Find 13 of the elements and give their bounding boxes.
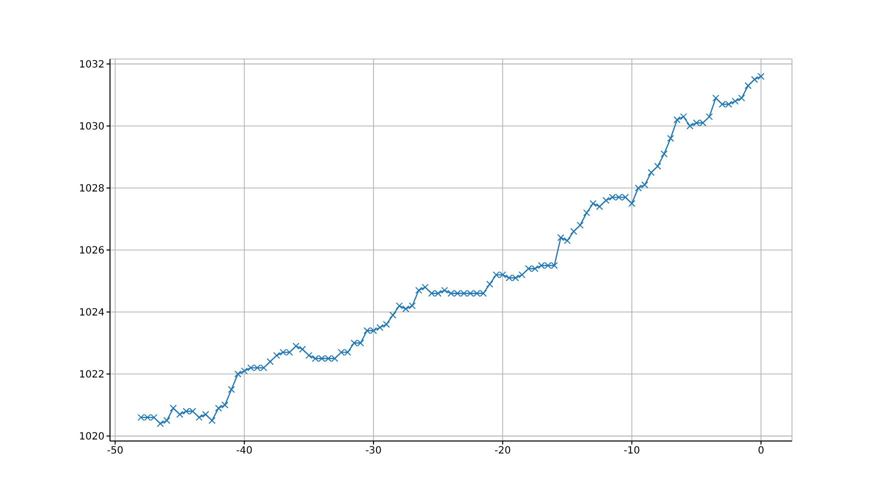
x-tick-label: -10	[624, 446, 640, 457]
y-tick-label: 1028	[79, 184, 104, 195]
x-tick-label: -40	[236, 446, 253, 457]
y-tick-label: 1026	[79, 246, 104, 257]
y-tick-label: 1030	[79, 122, 104, 133]
x-tick-label: -50	[106, 446, 124, 457]
x-tick-label: -30	[365, 446, 382, 457]
x-tick-label: -20	[494, 446, 511, 457]
y-tick-label: 1024	[79, 308, 104, 319]
y-tick-label: 1022	[79, 370, 104, 381]
y-tick-label: 1020	[79, 432, 104, 443]
x-tick-label: 0	[758, 446, 764, 457]
y-tick-label: 1032	[79, 60, 104, 71]
